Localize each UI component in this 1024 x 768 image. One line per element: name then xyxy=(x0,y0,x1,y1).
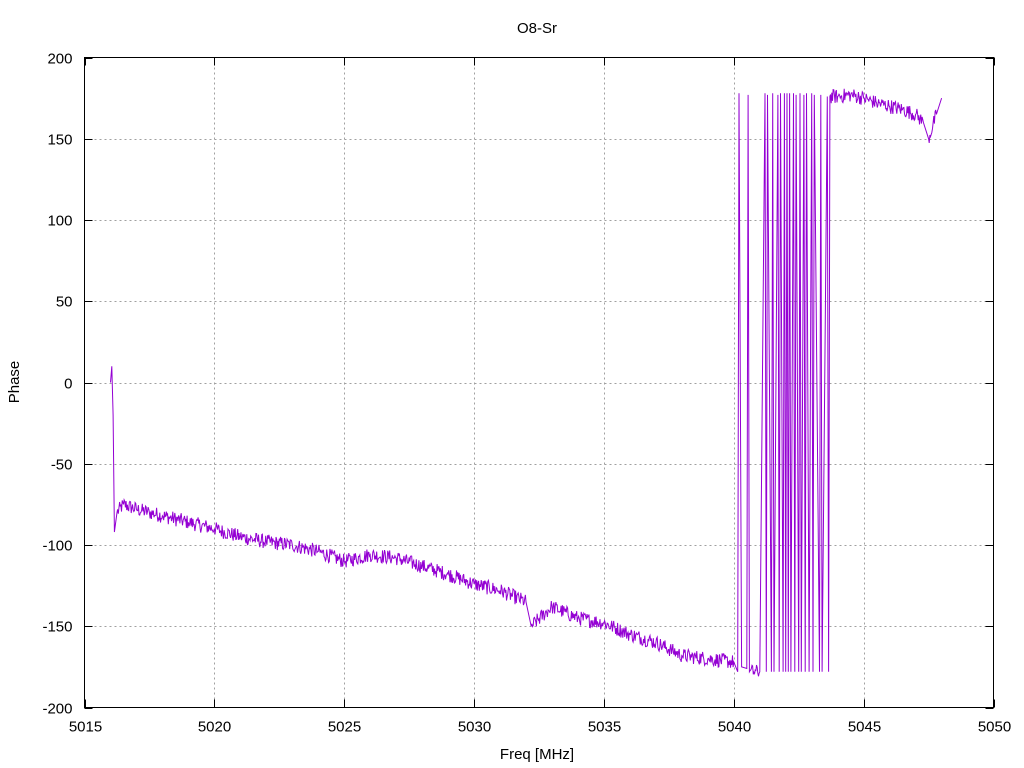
grid xyxy=(84,57,994,708)
y-tick-label: 200 xyxy=(47,51,72,68)
tick-labels: 5015 5020 5025 5030 5035 5040 5045 5050 -200 -150… xyxy=(42,51,1011,736)
x-tick-label: 5035 xyxy=(588,719,621,736)
x-axis-title: Freq [MHz] xyxy=(500,746,574,763)
y-tick-label: 100 xyxy=(47,213,72,230)
series-layer xyxy=(110,88,943,677)
x-tick-label: 5050 xyxy=(978,719,1011,736)
x-tick-label: 5040 xyxy=(718,719,751,736)
ticks xyxy=(84,57,995,709)
y-tick-label: 150 xyxy=(47,132,72,149)
chart-title: O8-Sr xyxy=(517,20,557,37)
y-axis-title: Phase xyxy=(6,361,23,404)
x-tick-label: 5030 xyxy=(458,719,491,736)
x-tick-label: 5025 xyxy=(328,719,361,736)
plot-frame xyxy=(84,57,994,708)
y-tick-label: 50 xyxy=(56,294,73,311)
x-tick-label: 5020 xyxy=(198,719,231,736)
y-tick-label: -100 xyxy=(42,538,72,555)
y-tick-label: -50 xyxy=(51,457,73,474)
y-tick-label: 0 xyxy=(64,376,72,393)
y-tick-label: -150 xyxy=(42,619,72,636)
x-tick-label: 5015 xyxy=(69,719,102,736)
series-line-0 xyxy=(110,88,943,677)
y-tick-label: -200 xyxy=(42,701,72,718)
x-tick-label: 5045 xyxy=(848,719,881,736)
